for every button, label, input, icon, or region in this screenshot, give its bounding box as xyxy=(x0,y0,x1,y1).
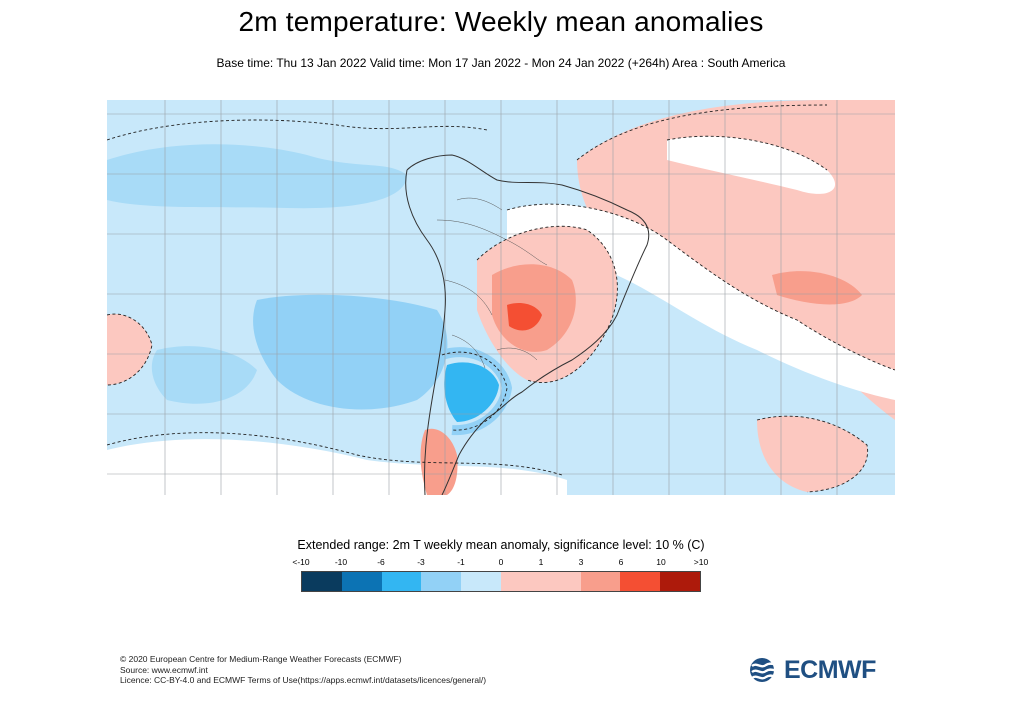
anomaly-map xyxy=(107,100,895,495)
coastline-south-america xyxy=(405,154,650,495)
colorbar xyxy=(301,571,701,592)
footer-licence: Licence: CC-BY-4.0 and ECMWF Terms of Us… xyxy=(120,675,487,685)
cold-patch-argentina-outer xyxy=(440,347,513,436)
colorbar-swatch xyxy=(660,572,700,591)
colorbar-tick-label: -10 xyxy=(334,557,348,567)
cold-patch-pacific-west xyxy=(151,346,257,404)
colorbar-ticks: <-10 -10 -6 -3 -1 0 1 3 6 10 >10 xyxy=(292,557,708,569)
neutral-band-caribbean xyxy=(667,136,836,194)
warm-patch-atlantic-east xyxy=(772,271,862,305)
colorbar-tick-label: -1 xyxy=(457,557,465,567)
page-subtitle: Base time: Thu 13 Jan 2022 Valid time: M… xyxy=(216,56,786,70)
colorbar-swatch xyxy=(620,572,661,591)
ecmwf-logo-text: ECMWF xyxy=(784,655,876,684)
colorbar-swatch xyxy=(421,572,462,591)
colorbar-tick-label: -3 xyxy=(417,557,425,567)
colorbar-tick-label: -6 xyxy=(377,557,385,567)
warm-patch-patagonia xyxy=(420,428,458,495)
colorbar-tick-label: <-10 xyxy=(292,557,310,567)
colorbar-swatch xyxy=(341,572,382,591)
colorbar-tick-label: 0 xyxy=(498,557,504,567)
warm-patch-west-pacific xyxy=(107,314,152,385)
anomaly-map-svg xyxy=(107,100,895,495)
ecmwf-logo: ECMWF xyxy=(748,654,876,686)
significance-contours xyxy=(107,104,895,493)
colorbar-tick-label: 10 xyxy=(656,557,666,567)
footer-copyright: © 2020 European Centre for Medium-Range … xyxy=(120,654,402,664)
hot-spot-paraguay xyxy=(507,303,542,331)
colorbar-swatch xyxy=(381,572,422,591)
colorbar-swatch xyxy=(500,572,541,591)
colorbar-swatch xyxy=(540,572,581,591)
colorbar-tick-label: >10 xyxy=(693,557,709,567)
cold-patch-pacific-south xyxy=(253,294,448,410)
colorbar-tick-label: 3 xyxy=(578,557,584,567)
cold-patch-pacific-north xyxy=(107,144,407,209)
colorbar-caption: Extended range: 2m T weekly mean anomaly… xyxy=(297,538,705,552)
colorbar-tick-label: 6 xyxy=(618,557,624,567)
colorbar-swatch xyxy=(580,572,621,591)
warm-patch-south-atlantic xyxy=(757,416,868,492)
colorbar-swatch xyxy=(461,572,501,591)
footer-credits: © 2020 European Centre for Medium-Range … xyxy=(120,654,486,686)
colorbar-swatch xyxy=(302,572,342,591)
page-title: 2m temperature: Weekly mean anomalies xyxy=(238,6,764,37)
country-borders xyxy=(436,197,548,369)
graticule xyxy=(107,100,895,495)
ecmwf-logo-icon xyxy=(750,658,779,682)
colorbar-tick-label: 1 xyxy=(538,557,544,567)
footer-source: Source: www.ecmwf.int xyxy=(120,664,208,675)
cold-patch-argentina xyxy=(444,362,499,422)
